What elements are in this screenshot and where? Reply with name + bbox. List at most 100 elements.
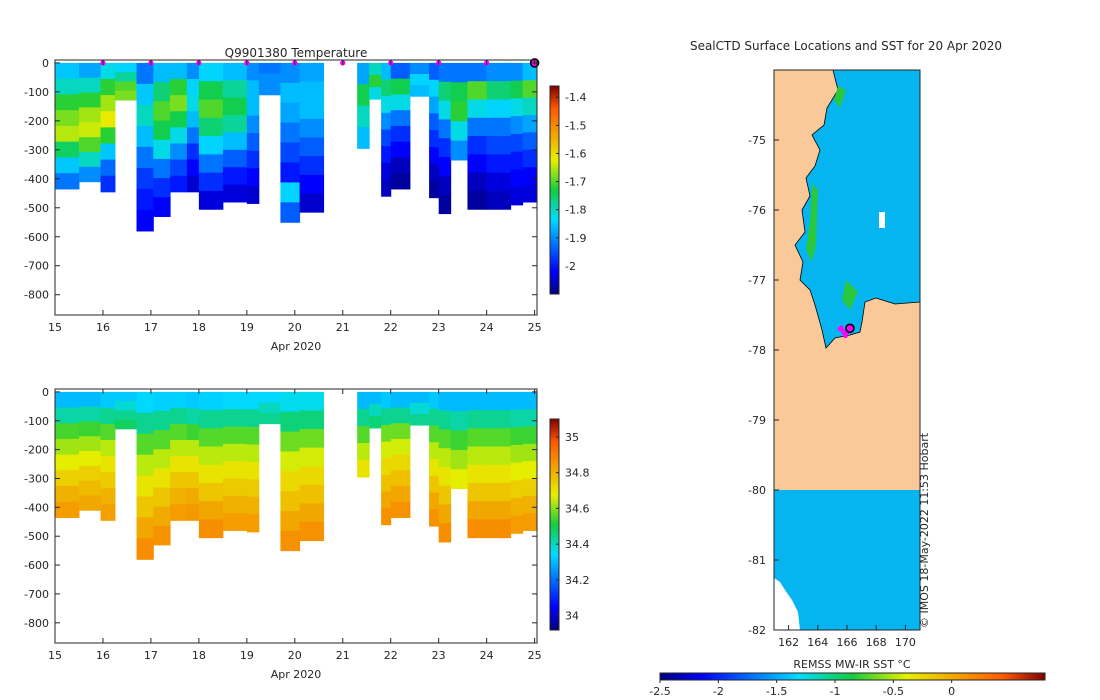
profile-cell [55, 125, 80, 143]
profile-cell [450, 101, 468, 122]
xtick-label: 20 [288, 649, 302, 662]
profile-cell [186, 391, 200, 409]
profile-cell [222, 478, 248, 497]
temperature-cells [55, 62, 538, 232]
profile-cell [381, 508, 392, 526]
profile-cell [100, 504, 116, 521]
profile-cell [78, 137, 102, 153]
profile-cell [246, 115, 260, 134]
profile-cell [136, 125, 154, 148]
profile-cell [280, 142, 301, 164]
profile-cell [136, 167, 154, 190]
profile-cell [136, 454, 154, 477]
coastal-warm-strip [806, 184, 818, 262]
profile-cell [510, 462, 524, 481]
profile-cell [186, 456, 200, 473]
map-xtick-label: 164 [807, 636, 828, 649]
xtick-label: 16 [96, 649, 110, 662]
colorbar-tick-label: 34.8 [565, 467, 590, 480]
map-ytick-label: -77 [748, 274, 766, 287]
profile-cell [100, 407, 116, 425]
profile-cell [222, 115, 248, 133]
seal-surface-location [841, 331, 847, 336]
xtick-label: 17 [144, 321, 158, 334]
profile-cell [280, 391, 301, 413]
profile-cell [246, 150, 260, 169]
profile-cell [369, 403, 382, 417]
profile-cell [486, 154, 512, 174]
profile-cell [246, 185, 260, 204]
profile-cell [381, 491, 392, 509]
profile-cell [429, 408, 440, 426]
profile-cell [486, 190, 512, 210]
profile-cell [100, 95, 116, 112]
profile-cell [78, 480, 102, 496]
profile-cell [467, 62, 488, 82]
profile-cell [450, 62, 468, 83]
profile-cell [153, 506, 171, 527]
profile-cell [153, 101, 171, 121]
xtick-label: 22 [384, 649, 398, 662]
profile-cell [280, 122, 301, 144]
profile-cell [136, 538, 154, 560]
map-xtick-label: 162 [778, 636, 799, 649]
map-xtick-label: 168 [866, 636, 887, 649]
profile-cell [100, 159, 116, 177]
profile-cell [198, 519, 224, 539]
profile-cell [390, 78, 411, 95]
profile-cell [153, 430, 171, 450]
profile-cell [258, 402, 281, 414]
map-ytick-label: -75 [748, 134, 766, 147]
temperature-axes-box [54, 59, 538, 316]
profile-cell [136, 475, 154, 498]
profile-cell [100, 472, 116, 489]
ice-shelf-open-water [794, 69, 921, 349]
profile-cell [438, 81, 452, 102]
profile-cell [222, 426, 248, 445]
profile-cell [467, 464, 488, 484]
profile-cell [100, 175, 116, 193]
profile-cell [153, 411, 171, 431]
ytick-label: -700 [24, 588, 49, 601]
xtick-label: 24 [480, 321, 494, 334]
profile-cell [246, 98, 260, 117]
profile-cell [510, 62, 524, 82]
profile-cell [510, 187, 524, 206]
profile-cell [510, 98, 524, 117]
profile-cell [486, 117, 512, 137]
profile-cell [510, 409, 524, 428]
profile-cell [114, 410, 138, 421]
profile-cell [136, 83, 154, 106]
profile-cell [246, 461, 260, 480]
profile-cell [153, 391, 171, 412]
profile-cell [186, 143, 200, 161]
profile-cell [299, 81, 325, 101]
profile-cell [153, 487, 171, 508]
profile-cell [55, 454, 80, 471]
profile-cell [246, 80, 260, 99]
profile-cell [510, 497, 524, 517]
profile-cell [429, 475, 440, 494]
profile-cell [170, 175, 188, 193]
profile-cell [438, 410, 452, 430]
profile-cell [390, 62, 411, 80]
ytick-label: -100 [24, 415, 49, 428]
profile-cell [170, 95, 188, 112]
profile-cell [381, 112, 392, 131]
profile-cell [522, 80, 538, 99]
profile-cell [438, 429, 452, 449]
xtick-label: 15 [48, 321, 62, 334]
profile-cell [381, 458, 392, 476]
profile-cell [100, 440, 116, 457]
profile-cell [390, 110, 411, 127]
temperature-xticks: 15 16 17 18 19 20 21 22 23 24 25 [48, 60, 542, 334]
profile-cell [198, 154, 224, 174]
temperature-colorbar-frame [549, 85, 560, 295]
profile-cell [381, 129, 392, 147]
ytick-label: -300 [24, 144, 49, 157]
profile-cell [186, 127, 200, 144]
temperature-xlabel: Apr 2020 [271, 340, 322, 353]
profile-cell [467, 501, 488, 520]
profile-cell [78, 436, 102, 452]
profile-cell [246, 444, 260, 463]
